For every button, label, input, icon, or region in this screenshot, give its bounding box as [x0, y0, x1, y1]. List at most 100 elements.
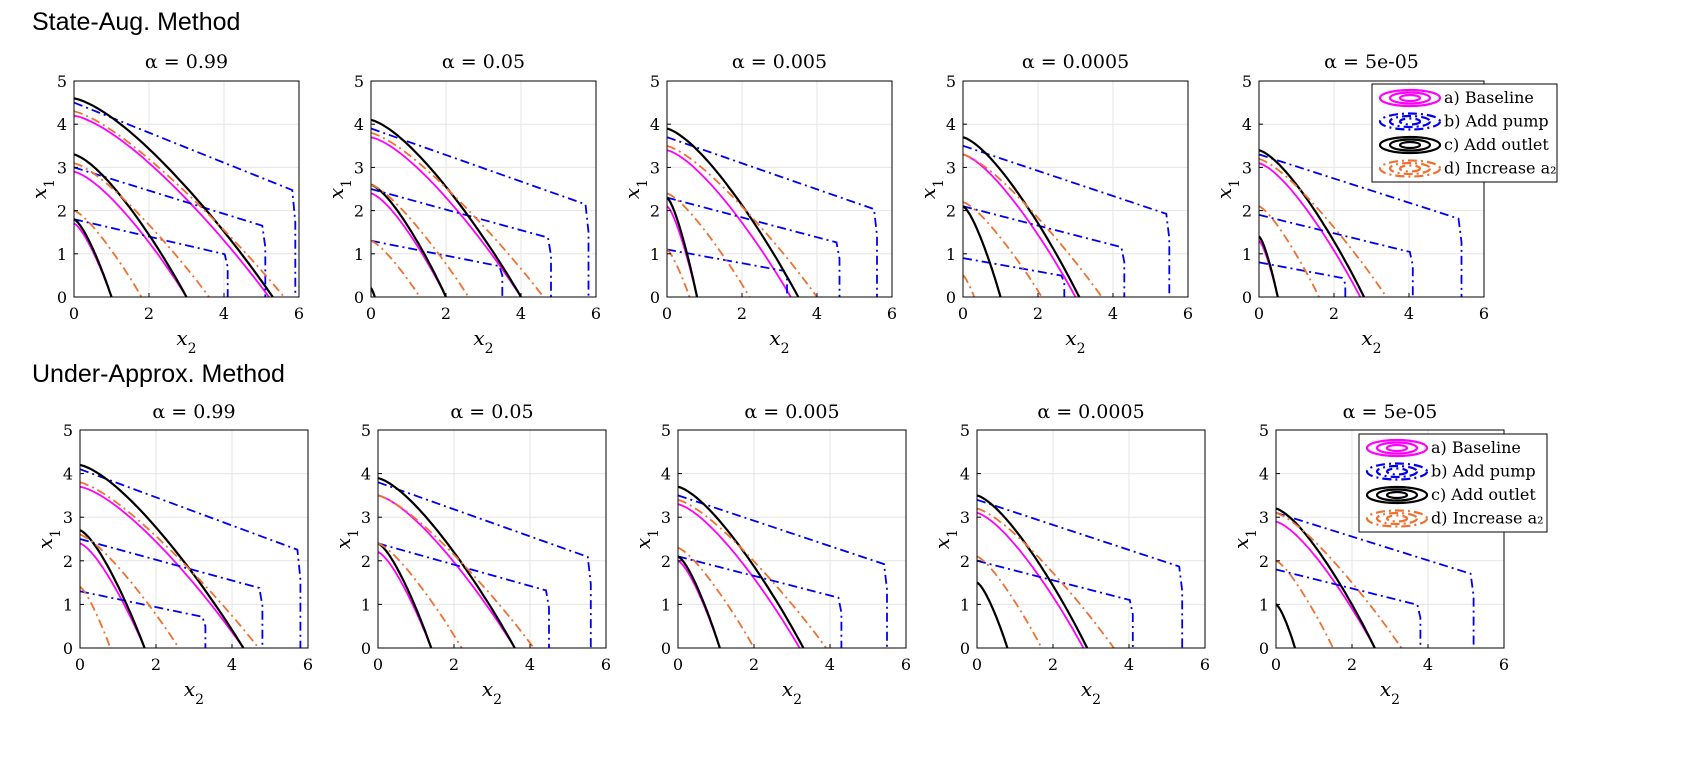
y-tick-label: 0: [354, 288, 364, 307]
series-curve: [377, 542, 433, 649]
series-curve: [976, 581, 1009, 649]
y-tick-label: 1: [650, 245, 660, 264]
y-tick-label: 1: [661, 595, 671, 614]
legend-swatch: [1365, 462, 1429, 481]
y-axis-label: x1: [916, 179, 947, 199]
y-tick-label: 0: [1242, 288, 1252, 307]
legend-swatch: [1365, 485, 1429, 505]
subplot-under-approx-0: 0 2 4 6 0 1 2 3 4 5 α = 0.99 x2 x1: [33, 401, 313, 708]
y-tick-label: 3: [63, 508, 73, 527]
legend-swatch: [1398, 93, 1422, 103]
y-tick-label: 1: [946, 245, 956, 264]
plot-frame: [677, 429, 907, 649]
y-axis-label: x1: [324, 179, 355, 199]
legend-swatch: [1378, 135, 1442, 155]
x-tick-label: 6: [887, 304, 897, 323]
legend-label: a) Baseline: [1431, 438, 1521, 457]
series-curve: [962, 153, 1077, 298]
y-tick-label: 0: [57, 288, 67, 307]
series-curve: [1258, 205, 1320, 298]
legend-swatch: [1398, 164, 1422, 173]
y-tick-label: 3: [1259, 508, 1269, 527]
x-tick-label: 4: [1124, 655, 1134, 674]
series-curve: [73, 170, 188, 298]
y-tick-label: 5: [1242, 72, 1252, 91]
y-tick-label: 2: [57, 202, 67, 221]
section-title-state-aug: State-Aug. Method: [32, 8, 241, 36]
series-curve: [73, 162, 210, 298]
series-curve: [1258, 214, 1414, 297]
plot-area: [80, 430, 308, 648]
subplot-under-approx-2: 0 2 4 6 0 1 2 3 4 5 α = 0.005 x2 x1: [631, 401, 911, 708]
x-tick-label: 6: [601, 655, 611, 674]
series-curve: [1258, 149, 1365, 298]
subplot-title: α = 0.05: [450, 401, 533, 423]
y-tick-label: 3: [354, 158, 364, 177]
series-curve: [79, 538, 264, 648]
subplot-title: α = 0.005: [732, 51, 827, 73]
series-curve: [377, 542, 550, 648]
y-axis-label: x1: [1229, 529, 1260, 549]
subplot-under-approx-4: 0 2 4 6 0 1 2 3 4 5 α = 5e-05 x2 x1 a) Baseline b) Add…: [1229, 401, 1548, 708]
series-curve: [677, 498, 827, 649]
y-axis-label: x1: [930, 529, 961, 549]
series-curve: [677, 546, 755, 649]
plot-frame: [79, 429, 309, 649]
legend-label: b) Add pump: [1431, 462, 1536, 481]
plot-area: [371, 81, 596, 297]
series-curve: [677, 494, 888, 648]
legend-swatch: [1388, 161, 1432, 176]
y-tick-label: 1: [960, 595, 970, 614]
y-tick-label: 5: [361, 421, 371, 440]
subplot-title: α = 0.99: [145, 51, 228, 73]
y-tick-label: 1: [361, 595, 371, 614]
series-curve: [79, 485, 245, 649]
legend-label: c) Add outlet: [1444, 135, 1549, 154]
series-curve: [79, 533, 180, 649]
legend-label: a) Baseline: [1444, 88, 1534, 107]
x-tick-label: 4: [812, 304, 822, 323]
series-curve: [976, 494, 1089, 649]
subplot-title: α = 0.99: [152, 401, 235, 423]
y-tick-label: 1: [57, 245, 67, 264]
y-tick-label: 2: [650, 202, 660, 221]
x-tick-label: 0: [958, 304, 968, 323]
y-tick-label: 4: [960, 465, 970, 484]
y-tick-label: 3: [946, 158, 956, 177]
x-tick-label: 2: [151, 655, 161, 674]
legend-label: d) Increase a₂: [1431, 509, 1544, 528]
section-title-under-approx: Under-Approx. Method: [32, 360, 285, 388]
legend-swatch: [1388, 138, 1432, 152]
series-curve: [370, 136, 522, 298]
x-tick-label: 2: [1033, 304, 1043, 323]
y-tick-label: 2: [361, 552, 371, 571]
y-tick-label: 2: [354, 202, 364, 221]
y-tick-label: 3: [57, 158, 67, 177]
series-curve: [370, 131, 545, 298]
x-tick-label: 0: [75, 655, 85, 674]
x-tick-label: 2: [749, 655, 759, 674]
y-tick-label: 4: [354, 115, 364, 134]
series-curve: [976, 555, 1043, 649]
series-curve: [962, 136, 1081, 298]
y-tick-label: 2: [960, 552, 970, 571]
y-tick-label: 3: [661, 508, 671, 527]
x-tick-label: 0: [1271, 655, 1281, 674]
legend-swatch: [1378, 159, 1442, 178]
x-tick-label: 6: [1183, 304, 1193, 323]
legend: a) Baseline b) Add pump c) Add outlet d) In…: [1358, 433, 1548, 533]
subplot-state-aug-4: 0 2 4 6 0 1 2 3 4 5 α = 5e-05 x2 x1 a) Baseline b) Add…: [1212, 51, 1558, 357]
plot-frame: [370, 80, 597, 298]
legend-swatch: [1385, 467, 1409, 476]
x-tick-label: 0: [662, 304, 672, 323]
legend-swatch: [1398, 140, 1422, 150]
subplot-under-approx-1: 0 2 4 6 0 1 2 3 4 5 α = 0.05 x2 x1: [331, 401, 611, 708]
subplot-state-aug-2: 0 2 4 6 0 1 2 3 4 5 α = 0.005 x2 x1: [620, 51, 897, 357]
y-tick-label: 4: [361, 465, 371, 484]
series-curve: [79, 468, 302, 648]
legend-label: d) Increase a₂: [1444, 159, 1557, 178]
x-axis-label: x2: [473, 326, 493, 357]
x-tick-label: 2: [1329, 304, 1339, 323]
plot-frame: [377, 429, 607, 649]
